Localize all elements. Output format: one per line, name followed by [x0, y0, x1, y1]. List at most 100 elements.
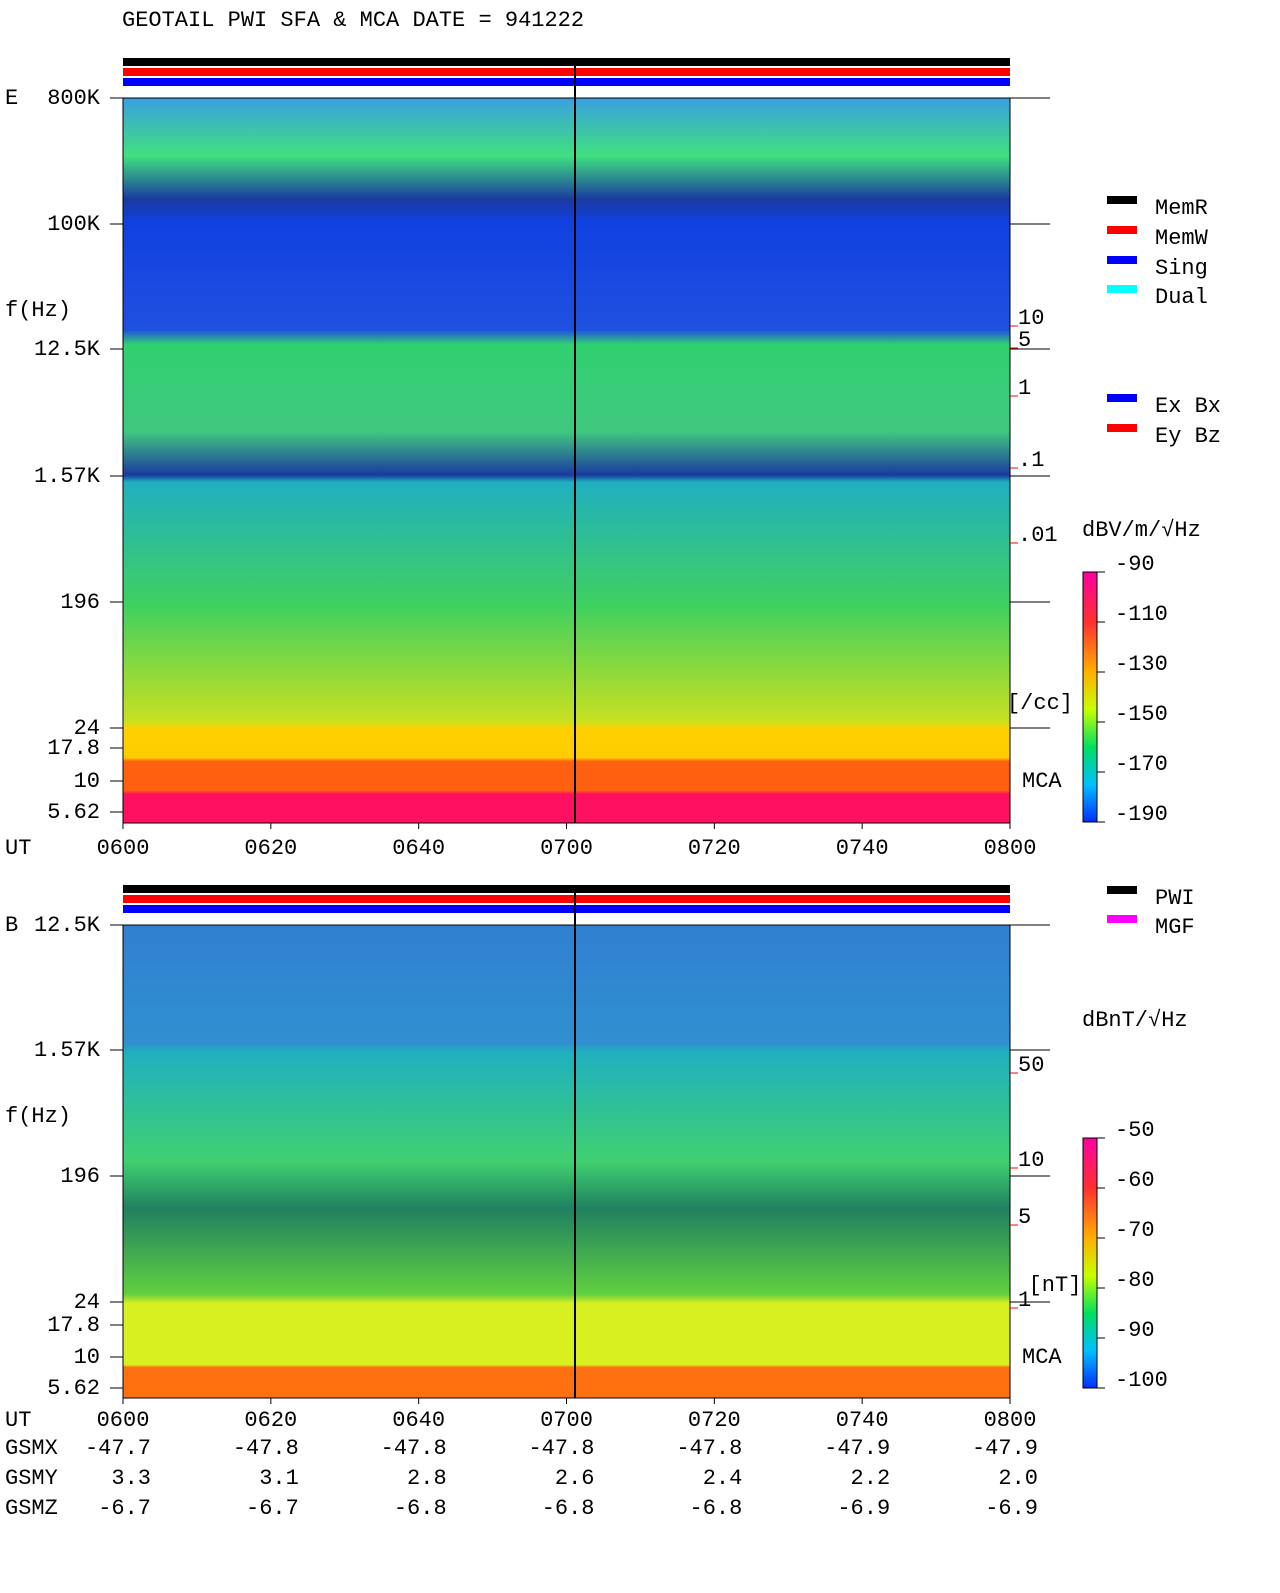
density-unit: [nT] [1029, 1273, 1082, 1298]
orbit-value: -47.8 [233, 1436, 299, 1461]
colorbar-tick-label: -130 [1115, 652, 1168, 677]
time-tick-label: 0700 [540, 1408, 593, 1433]
orbit-value: 2.8 [407, 1466, 447, 1491]
colorbar-unit: dBV/m/√Hz [1082, 518, 1201, 543]
spectrogram [123, 925, 1010, 1398]
legend-swatch [1107, 424, 1137, 432]
density-tick-label: .01 [1018, 523, 1058, 548]
status-bar [123, 905, 1010, 913]
time-tick-label: 0800 [984, 836, 1037, 861]
time-tick-label: 0640 [392, 1408, 445, 1433]
orbit-value: 2.0 [998, 1466, 1038, 1491]
status-bar [123, 895, 1010, 903]
orbit-value: -6.9 [985, 1496, 1038, 1521]
colorbar-tick-label: -190 [1115, 802, 1168, 827]
orbit-value: -47.8 [528, 1436, 594, 1461]
time-tick-label: 0620 [244, 836, 297, 861]
colorbar-tick-label: -90 [1115, 552, 1155, 577]
freq-tick-label: 196 [60, 1164, 100, 1189]
time-tick-label: 0720 [688, 1408, 741, 1433]
mca-label: MCA [1022, 1345, 1062, 1370]
orbit-value: 2.6 [555, 1466, 595, 1491]
legend-label: MGF [1155, 915, 1195, 940]
freq-tick-label: 24 [74, 716, 100, 741]
colorbar [1082, 1137, 1098, 1389]
orbit-label: GSMZ [5, 1496, 58, 1521]
legend-swatch [1107, 256, 1137, 264]
colorbar-tick-label: -70 [1115, 1218, 1155, 1243]
orbit-value: -47.7 [85, 1436, 151, 1461]
orbit-value: -6.9 [837, 1496, 890, 1521]
legend-label: MemW [1155, 226, 1209, 251]
orbit-value: -47.9 [824, 1436, 890, 1461]
orbit-value: -6.8 [394, 1496, 447, 1521]
freq-tick-label: 10 [74, 1345, 100, 1370]
orbit-value: -6.8 [690, 1496, 743, 1521]
legend-swatch [1107, 196, 1137, 204]
colorbar [1082, 571, 1098, 823]
freq-tick-label: 12.5K [34, 337, 101, 362]
time-tick-label: 0740 [836, 1408, 889, 1433]
time-tick-label: 0700 [540, 836, 593, 861]
colorbar-tick-label: -80 [1115, 1268, 1155, 1293]
freq-tick-label: 100K [47, 212, 101, 237]
colorbar-tick-label: -90 [1115, 1318, 1155, 1343]
orbit-value: -6.7 [98, 1496, 151, 1521]
legend-label: Ey Bz [1155, 424, 1221, 449]
colorbar-unit: dBnT/√Hz [1082, 1008, 1188, 1033]
y-axis-label: f(Hz) [5, 298, 71, 323]
time-tick-label: 0720 [688, 836, 741, 861]
legend-label: MemR [1155, 196, 1208, 221]
status-bar [123, 68, 1010, 76]
legend-label: Dual [1155, 285, 1208, 310]
orbit-value: 3.3 [111, 1466, 151, 1491]
mca-label: MCA [1022, 769, 1062, 794]
time-tick-label: 0620 [244, 1408, 297, 1433]
time-axis-label: UT [5, 836, 31, 861]
freq-tick-label: 1.57K [34, 464, 101, 489]
freq-tick-label: 17.8 [47, 1313, 100, 1338]
density-tick-label: 50 [1018, 1053, 1044, 1078]
freq-tick-label: 24 [74, 1290, 100, 1315]
freq-tick-label: 12.5K [34, 913, 101, 938]
density-tick-label: 5 [1018, 328, 1031, 353]
colorbar-tick-label: -60 [1115, 1168, 1155, 1193]
density-tick-label: 10 [1018, 1148, 1044, 1173]
legend-swatch [1107, 285, 1137, 293]
orbit-value: 2.4 [703, 1466, 743, 1491]
freq-tick-label: 1.57K [34, 1038, 101, 1063]
spectrogram [123, 98, 1010, 823]
title: GEOTAIL PWI SFA & MCA DATE = 941222 [122, 8, 584, 33]
density-tick-label: 5 [1018, 1205, 1031, 1230]
legend-swatch [1107, 915, 1137, 923]
density-tick-label: 1 [1018, 376, 1031, 401]
time-tick-label: 0640 [392, 836, 445, 861]
density-tick-label: 1 [1018, 1288, 1031, 1313]
colorbar-tick-label: -170 [1115, 752, 1168, 777]
orbit-value: 3.1 [259, 1466, 299, 1491]
orbit-value: -47.8 [381, 1436, 447, 1461]
density-tick-label: .1 [1018, 448, 1044, 473]
legend-swatch [1107, 394, 1137, 402]
status-bar [123, 78, 1010, 86]
orbit-value: 2.2 [851, 1466, 891, 1491]
orbit-value: -47.8 [676, 1436, 742, 1461]
colorbar-tick-label: -50 [1115, 1118, 1155, 1143]
freq-tick-label: 5.62 [47, 1376, 100, 1401]
orbit-label: GSMY [5, 1466, 58, 1491]
status-bar [123, 58, 1010, 66]
time-tick-label: 0600 [97, 1408, 150, 1433]
freq-tick-label: 5.62 [47, 800, 100, 825]
time-tick-label: 0600 [97, 836, 150, 861]
orbit-value: -6.8 [542, 1496, 595, 1521]
colorbar-tick-label: -110 [1115, 602, 1168, 627]
legend-label: Sing [1155, 256, 1208, 281]
panel-label: B [5, 913, 18, 938]
time-axis-label: UT [5, 1408, 31, 1433]
time-tick-label: 0740 [836, 836, 889, 861]
freq-tick-label: 800K [47, 86, 101, 111]
status-bar [123, 885, 1010, 893]
freq-tick-label: 10 [74, 769, 100, 794]
y-axis-label: f(Hz) [5, 1104, 71, 1129]
